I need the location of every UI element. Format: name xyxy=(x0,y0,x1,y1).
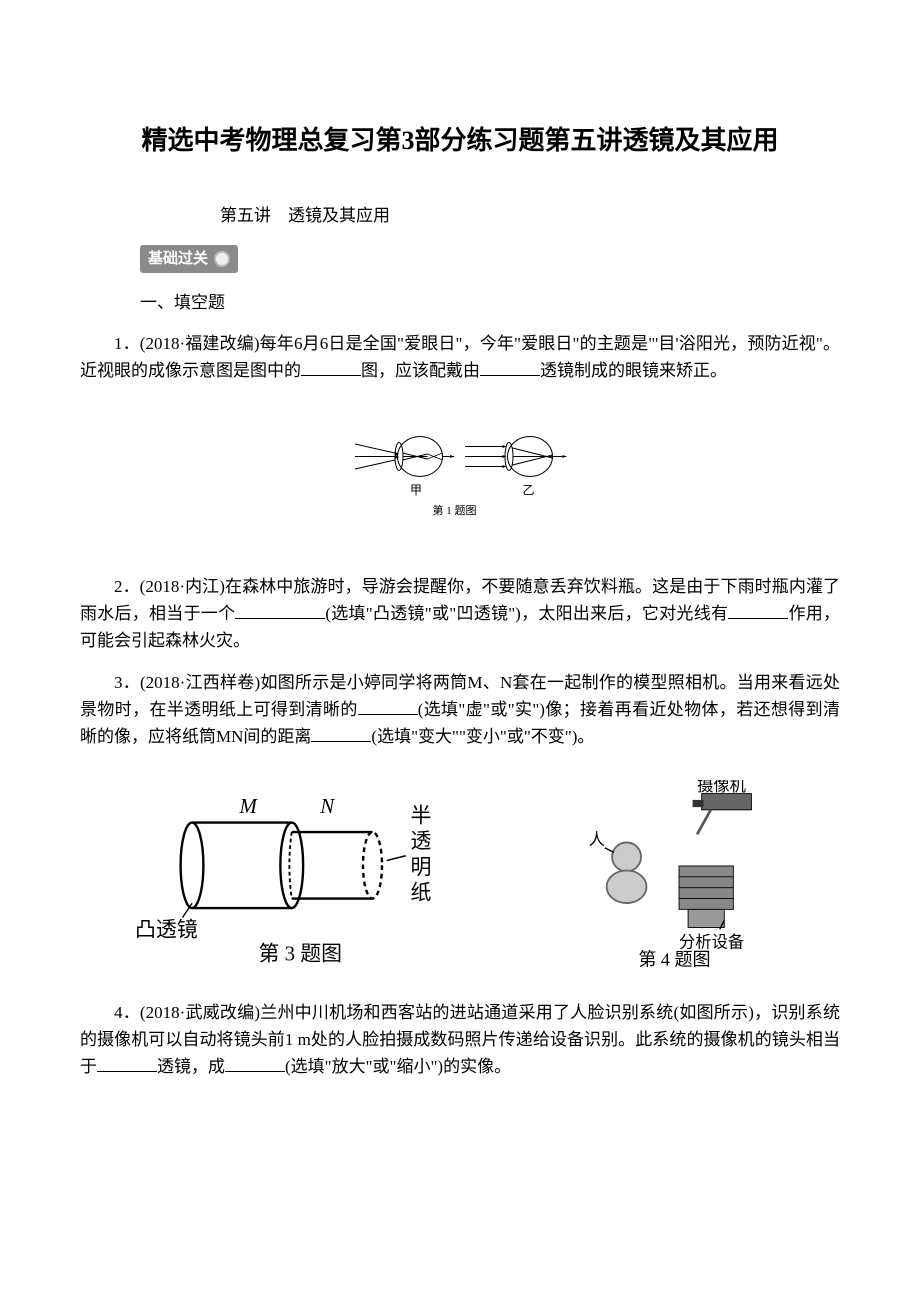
fig3-caption: 第 3 题图 xyxy=(259,941,343,965)
q1-blank-1 xyxy=(301,359,361,376)
camera-model-svg: M N 凸透镜 半 透 明 纸 第 3 题图 xyxy=(135,770,515,970)
fig4-caption: 第 4 题图 xyxy=(638,950,710,970)
question-3: 3．(2018·江西样卷)如图所示是小婷同学将两筒M、N套在一起制作的模型照相机… xyxy=(80,669,840,751)
fig1-caption: 第 1 题图 xyxy=(433,503,477,517)
fig4-device-label: 分析设备 xyxy=(679,932,744,951)
q3-blank-1 xyxy=(358,698,418,715)
fig4-person-label: 人 xyxy=(589,830,605,849)
q4-text-c: (选填"放大"或"缩小")的实像。 xyxy=(285,1057,511,1076)
figure-4: 摄像机 人 分析设备 第 4 题图 xyxy=(555,780,785,979)
q2-text-b: (选填"凸透镜"或"凹透镜")，太阳出来后，它对光线有 xyxy=(325,604,728,623)
q2-blank-1 xyxy=(235,602,325,619)
question-2: 2．(2018·内江)在森林中旅游时，导游会提醒你，不要随意丢弃饮料瓶。这是由于… xyxy=(80,573,840,655)
q2-blank-2 xyxy=(728,602,788,619)
fig3-paper-4: 纸 xyxy=(411,881,432,905)
face-recognition-svg: 摄像机 人 分析设备 第 4 题图 xyxy=(555,780,785,970)
q1-text-b: 图，应该配戴由 xyxy=(361,361,480,380)
q4-text-b: 透镜，成 xyxy=(157,1057,225,1076)
q3-blank-2 xyxy=(311,725,371,742)
fig4-camera-label: 摄像机 xyxy=(697,780,746,795)
fig3-label-m: M xyxy=(239,794,259,818)
fig3-label-n: N xyxy=(319,794,335,818)
figure-3: M N 凸透镜 半 透 明 纸 第 3 题图 xyxy=(135,770,515,979)
fig3-paper-2: 透 xyxy=(411,829,432,853)
fig3-paper-1: 半 xyxy=(411,804,432,828)
main-title: 精选中考物理总复习第3部分练习题第五讲透镜及其应用 xyxy=(80,120,840,162)
badge: 基础过关 xyxy=(140,245,238,273)
figure-1-row: 甲 乙 第 1 题图 xyxy=(80,404,840,553)
figure-1: 甲 乙 第 1 题图 xyxy=(345,404,575,553)
section-label: 一、填空题 xyxy=(140,289,840,316)
fig3-paper-3: 明 xyxy=(411,855,432,879)
q1-blank-2 xyxy=(480,359,540,376)
q3-text-c: (选填"变大""变小"或"不变")。 xyxy=(371,727,594,746)
fig3-label-lens: 凸透镜 xyxy=(135,918,198,942)
subtitle: 第五讲 透镜及其应用 xyxy=(220,202,840,229)
question-4: 4．(2018·武威改编)兰州中川机场和西客站的进站通道采用了人脸识别系统(如图… xyxy=(80,999,840,1081)
fig1-label-right: 乙 xyxy=(523,483,535,497)
fig1-label-left: 甲 xyxy=(410,483,422,497)
eye-diagram-svg: 甲 乙 第 1 题图 xyxy=(345,404,575,544)
q4-blank-2 xyxy=(225,1055,285,1072)
q1-text-c: 透镜制成的眼镜来矫正。 xyxy=(540,361,727,380)
q4-blank-1 xyxy=(97,1055,157,1072)
question-1: 1．(2018·福建改编)每年6月6日是全国"爱眼日"，今年"爱眼日"的主题是"… xyxy=(80,330,840,384)
figure-3-4-row: M N 凸透镜 半 透 明 纸 第 3 题图 摄像机 人 xyxy=(80,770,840,979)
